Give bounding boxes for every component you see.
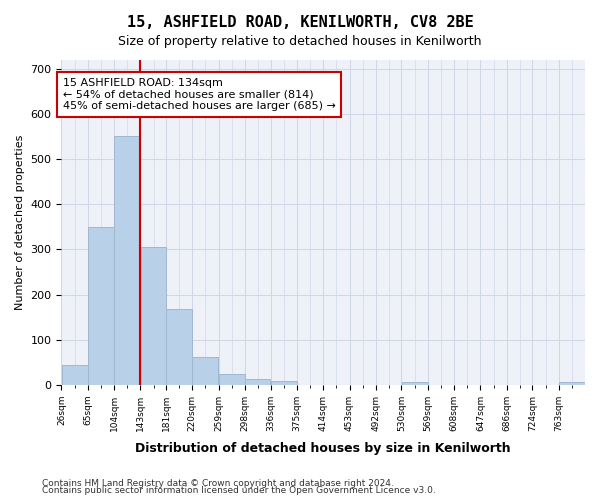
Bar bbox=[140, 247, 166, 385]
Bar bbox=[166, 309, 192, 385]
Text: Contains HM Land Registry data © Crown copyright and database right 2024.: Contains HM Land Registry data © Crown c… bbox=[42, 478, 394, 488]
Bar bbox=[271, 381, 297, 385]
Bar bbox=[88, 227, 114, 385]
Text: Contains public sector information licensed under the Open Government Licence v3: Contains public sector information licen… bbox=[42, 486, 436, 495]
X-axis label: Distribution of detached houses by size in Kenilworth: Distribution of detached houses by size … bbox=[136, 442, 511, 455]
Bar bbox=[219, 374, 245, 385]
Bar bbox=[559, 382, 585, 385]
Bar bbox=[62, 366, 88, 385]
Bar bbox=[114, 136, 140, 385]
Text: 15 ASHFIELD ROAD: 134sqm
← 54% of detached houses are smaller (814)
45% of semi-: 15 ASHFIELD ROAD: 134sqm ← 54% of detach… bbox=[63, 78, 335, 111]
Text: Size of property relative to detached houses in Kenilworth: Size of property relative to detached ho… bbox=[118, 35, 482, 48]
Y-axis label: Number of detached properties: Number of detached properties bbox=[15, 134, 25, 310]
Bar bbox=[401, 382, 428, 385]
Bar bbox=[193, 357, 218, 385]
Text: 15, ASHFIELD ROAD, KENILWORTH, CV8 2BE: 15, ASHFIELD ROAD, KENILWORTH, CV8 2BE bbox=[127, 15, 473, 30]
Bar bbox=[245, 380, 271, 385]
